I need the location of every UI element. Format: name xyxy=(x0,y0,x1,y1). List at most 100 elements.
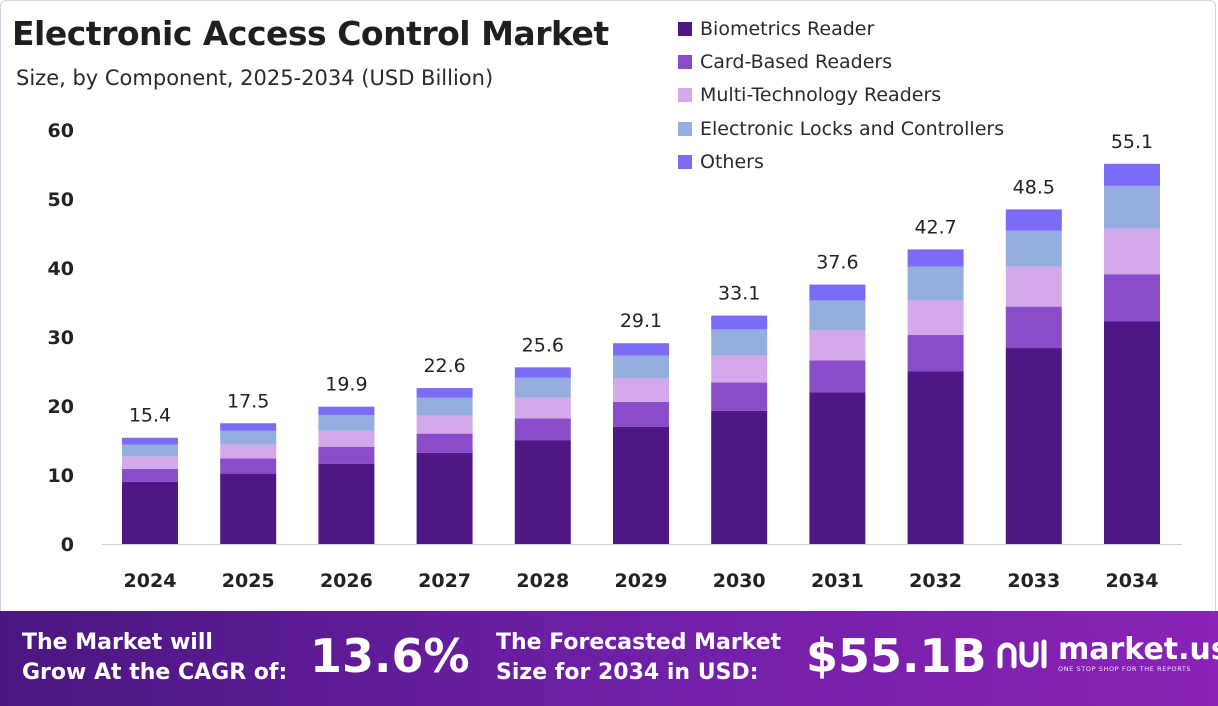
bar-segment-electronic-locks-and-controllers xyxy=(1104,185,1160,229)
y-tick-label: 0 xyxy=(61,534,74,556)
summary-banner: The Market will Grow At the CAGR of: 13.… xyxy=(0,611,1218,706)
bar-segment-others xyxy=(318,406,375,415)
legend: Biometrics Reader Card-Based Readers Mul… xyxy=(678,12,1004,178)
bar-segment-card-based-readers xyxy=(1104,274,1160,322)
legend-label: Card-Based Readers xyxy=(700,50,893,73)
bar-segment-biometrics-reader xyxy=(416,452,473,544)
legend-swatch xyxy=(678,21,692,36)
x-tick-label: 2032 xyxy=(909,570,962,592)
bar-segment-multi-technology-readers xyxy=(809,330,866,361)
bar-segment-others xyxy=(416,388,473,398)
bar-segment-others xyxy=(907,249,964,267)
bar-segment-electronic-locks-and-controllers xyxy=(416,397,473,416)
legend-item-biometrics-reader: Biometrics Reader xyxy=(678,12,1004,45)
total-value-label: 48.5 xyxy=(1013,176,1055,198)
bar-segment-card-based-readers xyxy=(220,458,277,474)
bar-segment-electronic-locks-and-controllers xyxy=(1005,230,1062,267)
bar-segment-multi-technology-readers xyxy=(318,430,375,447)
total-value-label: 37.6 xyxy=(816,252,858,274)
bar-segment-others xyxy=(711,315,768,330)
brand-tagline: ONE STOP SHOP FOR THE REPORTS xyxy=(1058,665,1192,673)
bar-segment-others xyxy=(1104,163,1160,186)
bar-segment-biometrics-reader xyxy=(318,463,375,544)
total-value-label: 22.6 xyxy=(423,355,465,377)
bar-segment-card-based-readers xyxy=(318,446,375,464)
brand-logo: market.us ONE STOP SHOP FOR THE REPORTS xyxy=(996,635,1218,673)
bar-segment-electronic-locks-and-controllers xyxy=(907,266,964,301)
legend-swatch xyxy=(678,88,692,103)
bar-segment-multi-technology-readers xyxy=(1104,228,1160,275)
bar-segment-multi-technology-readers xyxy=(613,378,669,402)
bar-segment-biometrics-reader xyxy=(1005,348,1062,544)
y-tick-label: 30 xyxy=(48,327,74,349)
forecast-value: $55.1B xyxy=(806,629,987,683)
x-tick-label: 2029 xyxy=(615,570,668,592)
x-tick-label: 2026 xyxy=(320,570,373,592)
legend-label: Electronic Locks and Controllers xyxy=(700,117,1005,140)
y-tick-label: 60 xyxy=(48,120,74,142)
bar-segment-card-based-readers xyxy=(1005,306,1062,349)
legend-item-others: Others xyxy=(678,145,1004,178)
x-tick-label: 2027 xyxy=(418,570,471,592)
chart-subtitle: Size, by Component, 2025-2034 (USD Billi… xyxy=(16,66,494,90)
bar-segment-others xyxy=(1005,209,1062,231)
bar-segment-others xyxy=(514,367,571,378)
bar-segment-others xyxy=(122,437,178,445)
x-tick-label: 2028 xyxy=(516,570,569,592)
brand-name: market.us xyxy=(1058,632,1218,667)
bar-segment-biometrics-reader xyxy=(122,481,178,544)
bar-segment-electronic-locks-and-controllers xyxy=(809,300,866,331)
bar-segment-card-based-readers xyxy=(416,433,473,453)
bar-segment-biometrics-reader xyxy=(220,473,277,544)
bar-segment-card-based-readers xyxy=(809,360,866,393)
bar-segment-electronic-locks-and-controllers xyxy=(122,444,178,457)
legend-swatch xyxy=(678,121,692,136)
total-value-label: 19.9 xyxy=(325,374,367,396)
y-tick-label: 50 xyxy=(48,189,74,211)
bar-segment-others xyxy=(809,284,866,301)
bar-segment-biometrics-reader xyxy=(809,392,866,544)
total-value-label: 33.1 xyxy=(718,283,760,305)
cagr-text: The Market will Grow At the CAGR of: xyxy=(22,630,288,685)
x-tick-label: 2025 xyxy=(222,570,275,592)
bar-segment-card-based-readers xyxy=(907,334,964,372)
bar-segment-electronic-locks-and-controllers xyxy=(220,430,277,445)
total-value-label: 15.4 xyxy=(129,405,171,427)
bar-segment-card-based-readers xyxy=(711,382,768,411)
bar-segment-electronic-locks-and-controllers xyxy=(318,414,375,431)
x-tick-label: 2033 xyxy=(1007,570,1060,592)
legend-item-card-based-readers: Card-Based Readers xyxy=(678,45,1004,78)
legend-label: Others xyxy=(700,150,764,173)
legend-swatch xyxy=(678,154,692,169)
y-tick-label: 20 xyxy=(48,396,74,418)
total-value-label: 25.6 xyxy=(522,334,564,356)
bar-segment-multi-technology-readers xyxy=(220,444,277,459)
bar-segment-biometrics-reader xyxy=(711,410,768,544)
y-tick-label: 10 xyxy=(48,465,74,487)
bar-segment-biometrics-reader xyxy=(514,440,571,544)
legend-swatch xyxy=(678,54,692,69)
total-value-label: 42.7 xyxy=(914,216,956,238)
forecast-text: The Forecasted Market Size for 2034 in U… xyxy=(496,630,782,685)
bar-segment-multi-technology-readers xyxy=(711,355,768,383)
total-value-label: 29.1 xyxy=(620,310,662,332)
total-value-label: 17.5 xyxy=(227,390,269,412)
bar-segment-electronic-locks-and-controllers xyxy=(514,377,571,398)
total-value-label: 55.1 xyxy=(1111,131,1153,153)
bar-chart: 010203040506015.4202417.5202519.9202622.… xyxy=(48,120,1182,592)
market-us-logo-icon xyxy=(997,639,1047,669)
x-tick-label: 2031 xyxy=(811,570,864,592)
bar-segment-electronic-locks-and-controllers xyxy=(613,355,669,379)
legend-label: Biometrics Reader xyxy=(700,17,875,40)
bar-segment-biometrics-reader xyxy=(1104,321,1160,544)
bar-segment-card-based-readers xyxy=(514,418,571,441)
cagr-value: 13.6% xyxy=(310,629,470,683)
bar-segment-card-based-readers xyxy=(613,401,669,427)
x-tick-label: 2030 xyxy=(713,570,766,592)
legend-label: Multi-Technology Readers xyxy=(700,84,942,107)
legend-item-electronic-locks-controllers: Electronic Locks and Controllers xyxy=(678,112,1004,145)
bar-segment-biometrics-reader xyxy=(907,371,964,544)
bar-segment-multi-technology-readers xyxy=(514,397,571,419)
bar-segment-biometrics-reader xyxy=(613,426,669,544)
bar-segment-multi-technology-readers xyxy=(122,456,178,469)
